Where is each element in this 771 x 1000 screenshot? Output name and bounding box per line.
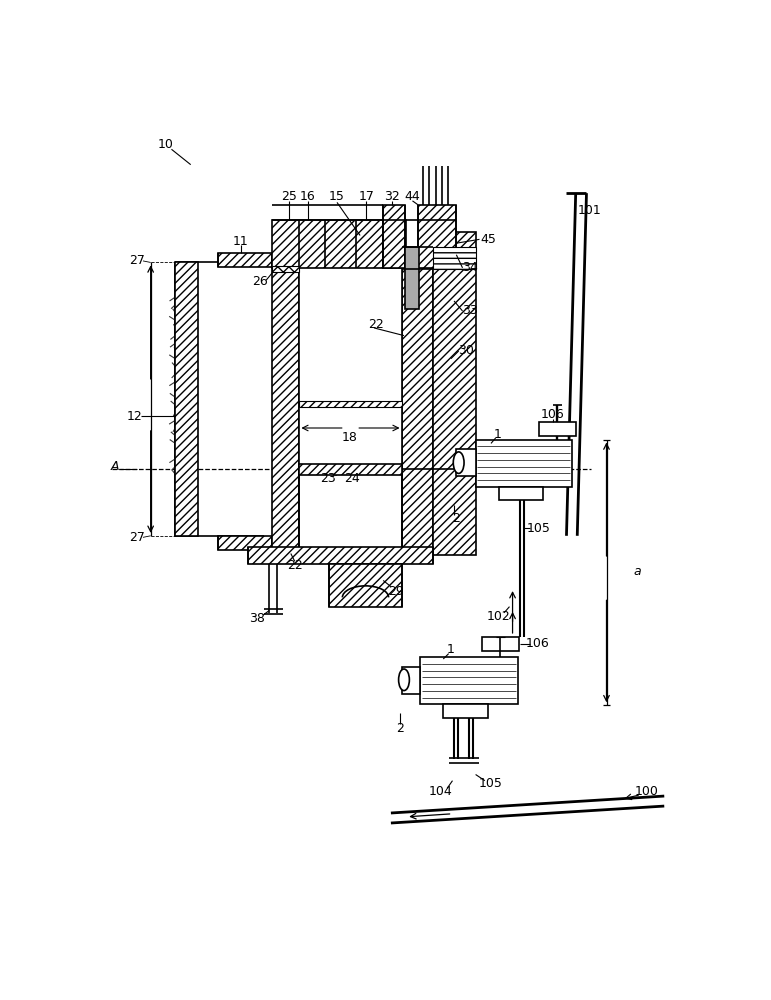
Bar [298, 464, 402, 475]
Text: 17: 17 [359, 190, 374, 204]
Bar [499, 487, 544, 500]
Text: 22: 22 [368, 318, 383, 331]
Text: 38: 38 [249, 612, 265, 625]
Bar [482, 637, 519, 651]
Bar [402, 267, 433, 555]
Bar [433, 232, 476, 555]
Text: 2: 2 [452, 512, 460, 525]
Bar [405, 247, 419, 309]
Bar [271, 267, 298, 555]
Text: 1: 1 [493, 428, 501, 441]
Bar [456, 449, 476, 476]
Bar [433, 247, 476, 269]
Bar [271, 220, 406, 268]
Bar [476, 440, 572, 487]
Text: 30: 30 [459, 344, 474, 358]
Bar [298, 401, 402, 407]
Text: 34: 34 [463, 261, 478, 274]
Bar [217, 536, 271, 550]
Text: 29: 29 [388, 585, 403, 598]
Text: 44: 44 [405, 190, 420, 204]
Ellipse shape [453, 452, 464, 473]
Text: 15: 15 [329, 190, 345, 204]
Bar [217, 253, 271, 267]
Text: 106: 106 [540, 408, 564, 421]
Text: 11: 11 [233, 235, 248, 248]
Text: 1: 1 [447, 643, 455, 656]
Text: 2: 2 [396, 722, 404, 735]
Text: 102: 102 [487, 610, 510, 623]
Text: 104: 104 [429, 785, 453, 798]
Bar [329, 564, 402, 607]
Bar [383, 205, 405, 268]
Text: 12: 12 [126, 410, 143, 423]
Text: 101: 101 [577, 204, 601, 217]
Text: 16: 16 [300, 190, 315, 204]
Text: 33: 33 [463, 304, 478, 317]
Text: 100: 100 [635, 785, 658, 798]
Text: 26: 26 [252, 275, 268, 288]
Bar [175, 262, 198, 536]
Bar [418, 205, 456, 268]
Bar [402, 667, 420, 694]
Text: 25: 25 [281, 190, 297, 204]
Text: 105: 105 [527, 522, 550, 535]
Bar [420, 657, 518, 704]
Ellipse shape [399, 669, 409, 691]
Bar [539, 422, 576, 436]
Bar [248, 547, 433, 564]
Text: 27: 27 [129, 531, 145, 544]
Text: A: A [111, 460, 120, 473]
Text: 23: 23 [320, 472, 335, 485]
Text: 106: 106 [526, 637, 550, 650]
Bar [443, 704, 488, 718]
Text: 22: 22 [287, 559, 302, 572]
Text: 24: 24 [345, 472, 360, 485]
Text: 10: 10 [158, 138, 174, 151]
Text: 27: 27 [129, 254, 145, 267]
Text: 45: 45 [481, 233, 497, 246]
Bar [271, 266, 298, 272]
Text: a: a [634, 565, 641, 578]
Text: 32: 32 [385, 190, 400, 204]
Text: 105: 105 [479, 777, 503, 790]
Bar [298, 267, 402, 555]
Text: 18: 18 [342, 431, 358, 444]
